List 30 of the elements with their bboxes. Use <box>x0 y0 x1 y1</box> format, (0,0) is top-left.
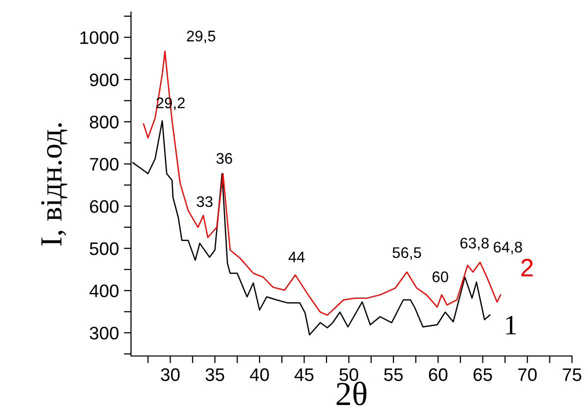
x-tick-label: 65 <box>474 368 492 382</box>
annotation: 64,8 <box>494 242 522 254</box>
x-tick-label: 55 <box>384 368 403 382</box>
y-tick-label: 400 <box>89 284 118 298</box>
x-axis-title: 2θ <box>336 382 366 406</box>
annotation: 29,5 <box>186 30 216 44</box>
y-tick-label: 800 <box>90 116 118 128</box>
annotation: 36 <box>216 153 232 164</box>
x-tick-label: 40 <box>250 368 269 382</box>
y-tick-label: 1000 <box>80 31 118 44</box>
series-label: 2 <box>521 258 533 276</box>
x-tick-label: 45 <box>294 368 314 382</box>
annotation: 44 <box>288 252 305 262</box>
x-tick-label: 60 <box>428 368 448 382</box>
y-tick-label: 300 <box>90 326 118 340</box>
x-tick-label: 30 <box>160 368 180 382</box>
x-tick-label: 70 <box>518 368 537 382</box>
y-tick-label: 900 <box>90 73 118 86</box>
x-tick-label: 50 <box>340 368 358 382</box>
series-label: 1 <box>506 316 516 334</box>
y-tick-label: 500 <box>90 242 118 256</box>
annotation: 33 <box>196 196 213 208</box>
y-axis-title: I, відн.од. <box>41 123 68 246</box>
y-tick-label: 700 <box>90 158 118 171</box>
annotation: 56,5 <box>392 247 422 260</box>
annotation: 60 <box>432 271 448 282</box>
y-tick-label: 600 <box>90 200 118 213</box>
annotation: 63,8 <box>460 238 489 250</box>
x-tick-label: 75 <box>562 368 582 382</box>
x-tick-label: 35 <box>206 368 224 382</box>
